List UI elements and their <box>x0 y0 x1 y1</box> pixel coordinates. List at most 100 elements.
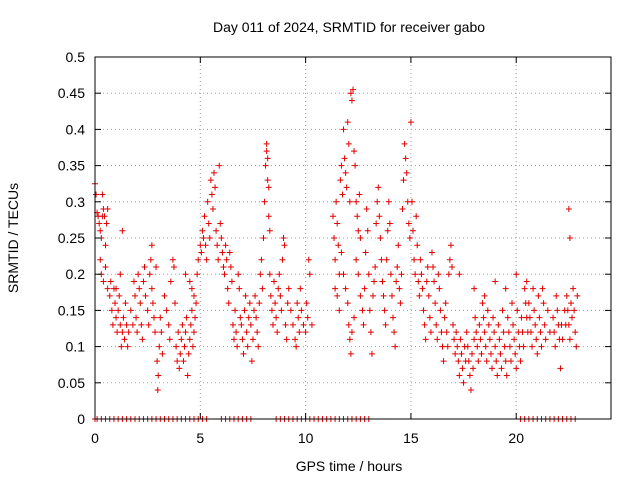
data-point <box>132 292 139 299</box>
data-points <box>92 86 581 422</box>
data-point <box>463 329 470 336</box>
data-point <box>360 321 367 328</box>
data-point <box>236 285 243 292</box>
data-point <box>397 300 404 307</box>
data-point <box>512 350 519 357</box>
data-point <box>491 329 498 336</box>
data-point <box>256 300 263 307</box>
data-point <box>447 242 454 249</box>
data-point <box>244 343 251 350</box>
data-point <box>518 314 525 321</box>
data-point <box>295 314 302 321</box>
data-point <box>262 162 269 169</box>
data-point <box>435 271 442 278</box>
data-point <box>486 336 493 343</box>
data-point <box>535 292 542 299</box>
data-point <box>147 256 154 263</box>
data-point <box>439 343 446 350</box>
data-point <box>233 329 240 336</box>
grid-lines <box>95 57 611 419</box>
data-point <box>504 314 511 321</box>
data-point <box>142 292 149 299</box>
data-point <box>224 285 231 292</box>
data-point <box>107 278 114 285</box>
y-tick-label: 0.4 <box>66 121 86 137</box>
data-point <box>156 343 163 350</box>
data-point <box>188 307 195 314</box>
data-point <box>452 350 459 357</box>
data-point <box>413 213 420 220</box>
data-point <box>453 329 460 336</box>
data-point <box>373 220 380 227</box>
data-point <box>385 198 392 205</box>
data-point <box>393 278 400 285</box>
data-point <box>157 314 164 321</box>
data-point <box>189 343 196 350</box>
data-point <box>480 314 487 321</box>
data-point <box>466 372 473 379</box>
data-point <box>190 292 197 299</box>
data-point <box>271 278 278 285</box>
data-point <box>296 329 303 336</box>
data-point <box>108 307 115 314</box>
data-point <box>258 256 265 263</box>
data-point <box>554 307 561 314</box>
data-point <box>477 336 484 343</box>
data-point <box>273 314 280 321</box>
data-point <box>184 372 191 379</box>
data-point <box>569 314 576 321</box>
data-point <box>396 285 403 292</box>
data-point <box>113 285 120 292</box>
data-point <box>399 206 406 213</box>
data-point <box>264 177 271 184</box>
data-point <box>534 350 541 357</box>
data-point <box>401 140 408 147</box>
data-point <box>305 256 312 263</box>
data-point <box>574 292 581 299</box>
data-point <box>135 271 142 278</box>
data-point <box>483 358 490 365</box>
data-point <box>285 285 292 292</box>
data-point <box>339 191 346 198</box>
data-point <box>170 263 177 270</box>
data-point <box>424 263 431 270</box>
axis-ticks: 0 0.05 0.1 0.15 0.2 0.25 0.3 0.35 0.4 0.45 0.5 0 5 10… <box>58 49 611 446</box>
data-point <box>266 271 273 278</box>
data-point <box>298 307 305 314</box>
data-point <box>139 336 146 343</box>
data-point <box>422 336 429 343</box>
data-point <box>172 300 179 307</box>
data-point <box>372 263 379 270</box>
data-point <box>458 350 465 357</box>
data-point <box>194 271 201 278</box>
y-tick-label: 0.45 <box>58 85 85 101</box>
data-point <box>395 242 402 249</box>
data-point <box>544 307 551 314</box>
data-point <box>419 285 426 292</box>
data-point <box>148 285 155 292</box>
data-point <box>334 292 341 299</box>
data-point <box>257 271 264 278</box>
data-point <box>335 242 342 249</box>
data-point <box>532 321 539 328</box>
data-point <box>113 314 120 321</box>
data-point <box>493 358 500 365</box>
data-point <box>361 285 368 292</box>
data-point <box>118 343 125 350</box>
data-point <box>416 292 423 299</box>
data-point <box>232 307 239 314</box>
data-point <box>375 184 382 191</box>
data-point <box>481 329 488 336</box>
data-point <box>207 177 214 184</box>
data-point <box>541 321 548 328</box>
data-point <box>527 329 534 336</box>
data-point <box>297 285 304 292</box>
data-point <box>507 358 514 365</box>
data-point <box>495 321 502 328</box>
data-point <box>165 321 172 328</box>
data-point <box>185 350 192 357</box>
data-point <box>438 329 445 336</box>
data-point <box>269 321 276 328</box>
data-point <box>254 329 261 336</box>
